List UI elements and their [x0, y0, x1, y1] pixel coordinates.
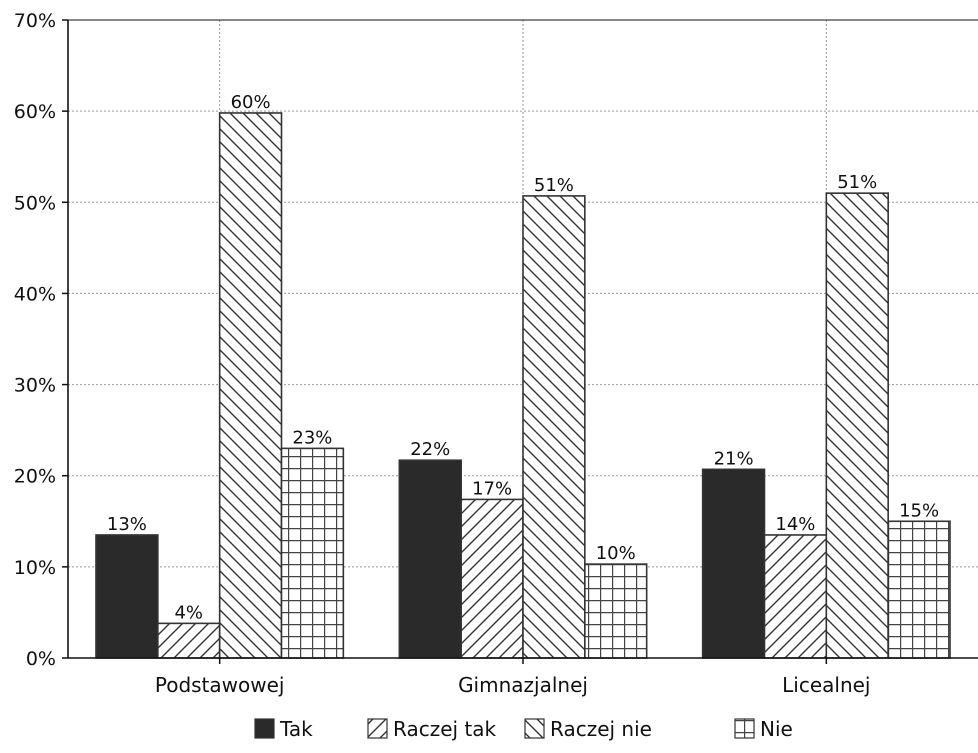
y-tick-label: 10%: [14, 557, 56, 579]
bar-value-label: 23%: [292, 427, 332, 448]
y-tick-label: 60%: [14, 101, 56, 123]
bar-solid: [398, 459, 462, 659]
y-tick-label: 30%: [14, 375, 56, 397]
legend-label: Raczej tak: [393, 717, 497, 741]
bar-value-label: 60%: [231, 92, 271, 113]
category-label: Podstawowej: [155, 673, 285, 697]
bar-value-label: 15%: [899, 500, 939, 521]
bar-value-label: 17%: [472, 478, 512, 499]
bar-value-label: 4%: [174, 602, 203, 623]
bar-diag-up: [157, 622, 221, 659]
bar-diag-down: [218, 112, 283, 659]
y-tick-label: 50%: [14, 192, 56, 214]
y-tick-label: 20%: [14, 466, 56, 488]
bar-diag-up: [460, 498, 524, 659]
bar-value-label: 13%: [107, 514, 147, 535]
legend-swatch-diag-down: [524, 718, 545, 739]
bar-value-label: 51%: [837, 172, 877, 193]
bar-grid: [887, 520, 951, 659]
bar-solid: [95, 534, 159, 659]
legend-swatch-solid: [254, 718, 275, 739]
bar-grid: [280, 447, 345, 659]
bars: [95, 112, 951, 659]
bar-value-label: 21%: [714, 448, 754, 469]
legend-label: Raczej nie: [550, 717, 652, 741]
bar-value-label: 14%: [775, 514, 815, 535]
category-label: Gimnazjalnej: [458, 673, 588, 697]
axes: 0% 10% 20% 30% 40% 50% 60% 70% Podstawowej Gimnaz…: [14, 10, 978, 697]
bar-diag-down: [825, 192, 889, 659]
legend-label: Nie: [760, 717, 793, 741]
bar-diag-up: [763, 534, 828, 659]
legend: Tak Raczej tak Raczej nie Nie: [254, 717, 793, 741]
category-label: Licealnej: [782, 673, 870, 697]
bar-value-label: 10%: [596, 543, 636, 564]
bar-solid: [701, 468, 766, 659]
y-tick-label: 40%: [14, 283, 56, 305]
bar-grid: [584, 563, 648, 659]
legend-swatch-diag-up: [367, 718, 388, 739]
bar-value-label: 51%: [534, 175, 574, 196]
bar-diag-down: [522, 195, 586, 659]
legend-label: Tak: [279, 717, 313, 741]
y-tick-label: 0%: [26, 648, 56, 670]
bar-value-label: 22%: [410, 439, 450, 460]
value-labels: 13% 22% 21% 4% 17% 14% 60% 51% 51% 23% 10% 15%: [107, 92, 939, 623]
y-tick-label: 70%: [14, 10, 56, 32]
legend-swatch-grid: [734, 718, 755, 739]
